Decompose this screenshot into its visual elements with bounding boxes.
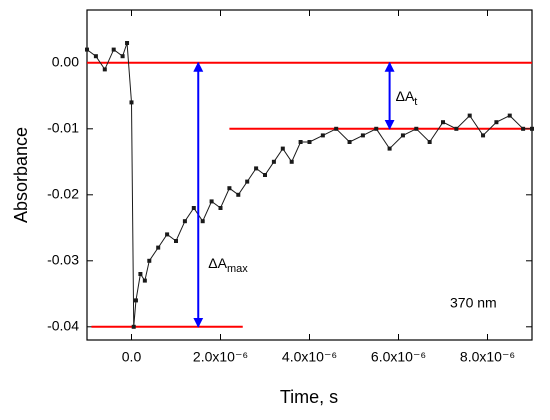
annotation: ΔAmax — [208, 255, 248, 275]
data-point — [400, 133, 405, 138]
x-tick-label: 4.0x10⁻⁶ — [282, 349, 337, 365]
data-point — [191, 206, 196, 210]
data-point — [280, 146, 285, 151]
data-point — [142, 278, 147, 283]
annotation: 370 nm — [450, 294, 497, 310]
data-point — [93, 54, 98, 59]
data-point — [102, 67, 107, 72]
data-point — [174, 239, 178, 243]
data-point — [133, 298, 138, 303]
y-tick-label: -0.02 — [47, 186, 79, 202]
data-point — [530, 126, 534, 131]
data-point — [131, 324, 136, 329]
data-point — [414, 126, 419, 131]
data-point — [360, 133, 365, 138]
data-point — [111, 47, 116, 52]
y-axis-title: Absorbance — [11, 127, 31, 223]
data-point — [347, 140, 352, 144]
annotation-text: ΔA — [396, 88, 415, 104]
annotation-subscript: max — [227, 263, 248, 275]
data-point — [125, 41, 130, 45]
data-point — [156, 245, 161, 250]
data-point — [218, 206, 223, 210]
data-point — [454, 126, 459, 131]
data-point — [320, 133, 325, 138]
annotation-text: 370 nm — [450, 294, 497, 310]
data-point — [263, 173, 267, 177]
x-tick-label: 2.0x10⁻⁶ — [193, 349, 248, 365]
data-point — [245, 179, 250, 184]
data-point — [521, 126, 526, 131]
plot-frame — [86, 9, 533, 341]
data-point — [236, 192, 241, 197]
data-point — [182, 219, 187, 224]
data-point — [227, 186, 232, 191]
data-point — [387, 146, 392, 151]
annotation-subscript: t — [414, 96, 417, 108]
data-point — [427, 140, 432, 144]
x-axis-title: Time, s — [280, 387, 338, 407]
data-point — [494, 120, 499, 125]
data-point — [467, 113, 472, 118]
annotation: ΔAt — [396, 88, 418, 108]
data-point — [200, 219, 205, 224]
data-point — [209, 199, 214, 204]
x-tick-label: 8.0x10⁻⁶ — [460, 349, 515, 365]
data-point — [165, 232, 170, 237]
data-point — [441, 120, 445, 125]
data-point — [334, 126, 339, 131]
annotation-text: ΔA — [208, 255, 227, 271]
data-point — [254, 166, 259, 171]
data-point — [507, 113, 512, 118]
data-point — [129, 100, 134, 105]
data-point — [147, 258, 152, 263]
x-tick-label: 6.0x10⁻⁶ — [371, 349, 426, 365]
data-point — [298, 140, 303, 144]
data-point — [138, 272, 143, 276]
data-point — [85, 47, 89, 52]
data-point — [374, 126, 379, 131]
data-point — [271, 159, 276, 164]
y-tick-label: -0.01 — [47, 120, 79, 136]
data-point — [481, 133, 486, 138]
data-line — [86, 42, 532, 327]
data-point — [307, 140, 312, 144]
y-tick-label: -0.03 — [47, 252, 79, 268]
y-tick-label: -0.04 — [47, 318, 79, 334]
data-point — [289, 159, 294, 164]
y-tick-label: 0.00 — [52, 54, 79, 70]
data-point — [120, 54, 125, 59]
x-tick-label: 0.0 — [122, 349, 142, 365]
